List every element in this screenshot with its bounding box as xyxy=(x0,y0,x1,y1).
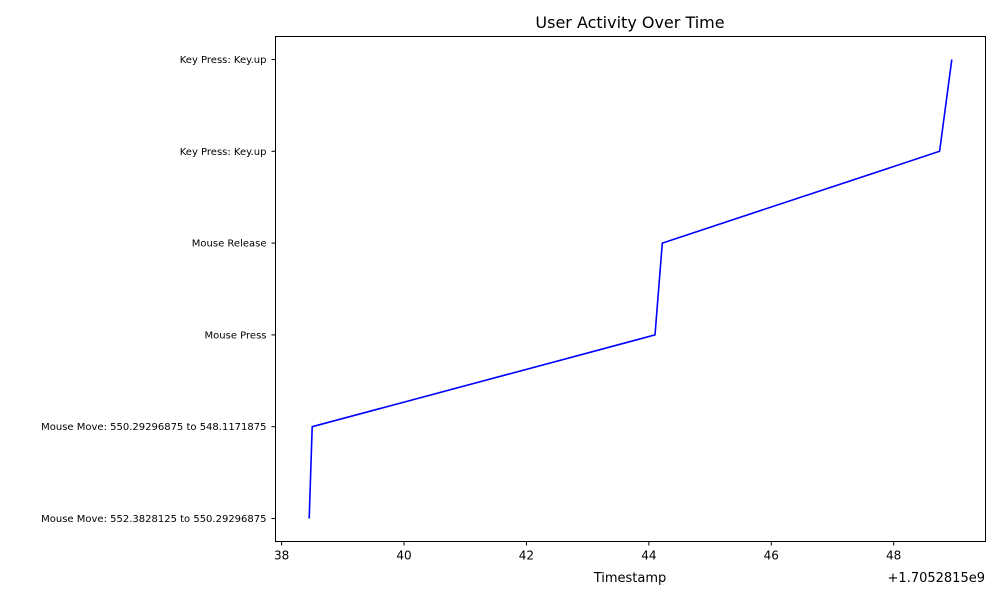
x-tick-label: 44 xyxy=(641,549,656,563)
x-tick-label: 48 xyxy=(886,549,901,563)
series-line xyxy=(308,59,953,519)
y-tick-label: Mouse Press xyxy=(205,330,267,341)
y-tick-label: Key Press: Key.up xyxy=(180,55,267,66)
y-axis: Mouse Move: 552.3828125 to 550.29296875 M… xyxy=(41,55,276,525)
chart-title: User Activity Over Time xyxy=(535,13,724,32)
x-tick-label: 40 xyxy=(396,549,411,563)
y-tick-label: Key Press: Key.up xyxy=(180,147,267,158)
x-tick-label: 46 xyxy=(764,549,779,563)
x-axis-offset-label: +1.7052815e9 xyxy=(888,571,985,586)
plot-frame xyxy=(275,36,986,542)
y-tick-label: Mouse Move: 550.29296875 to 548.1171875 xyxy=(41,422,266,433)
y-tick-label: Mouse Move: 552.3828125 to 550.29296875 xyxy=(41,514,266,525)
plot-area xyxy=(308,59,953,519)
x-axis-label: Timestamp xyxy=(593,571,667,586)
y-tick-label: Mouse Release xyxy=(192,239,267,250)
x-axis: 38 40 42 44 46 48 xyxy=(274,541,901,563)
x-tick-label: 42 xyxy=(519,549,534,563)
x-tick-label: 38 xyxy=(274,549,289,563)
